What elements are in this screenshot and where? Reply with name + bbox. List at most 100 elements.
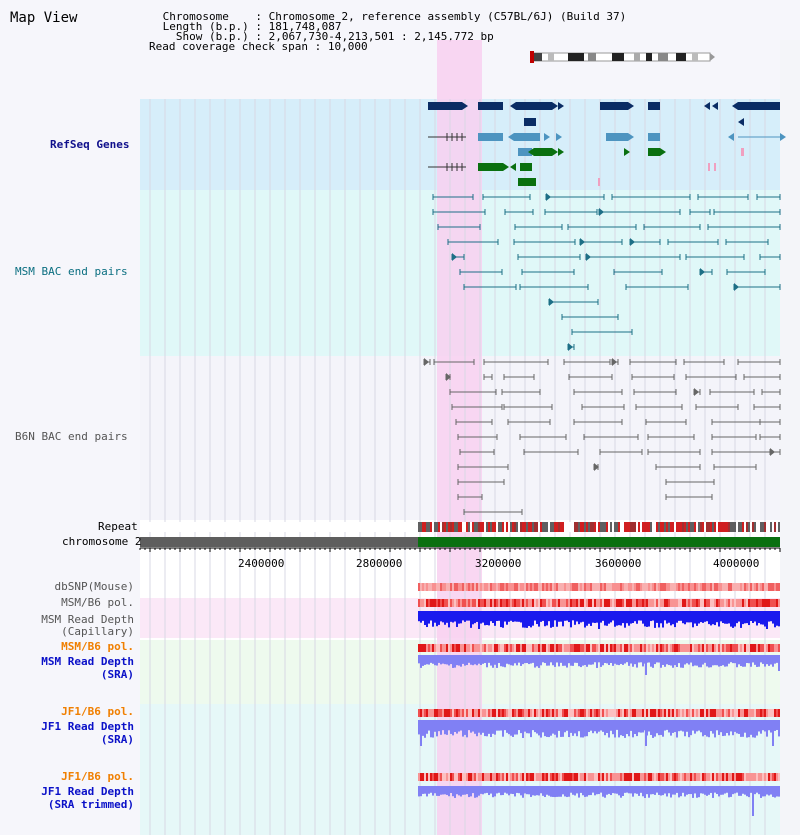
repeat-block [728, 522, 730, 532]
snp-cell [636, 583, 638, 591]
snp-cell [434, 599, 436, 607]
snp-cell [508, 644, 510, 652]
gene-block [516, 102, 552, 110]
snp-cell [592, 773, 594, 781]
depth-bar [568, 655, 570, 664]
depth-bar [684, 611, 686, 625]
depth-bar [456, 720, 458, 734]
repeat-block [552, 522, 554, 532]
depth-bar [680, 611, 682, 621]
depth-bar [444, 611, 446, 625]
depth-bar [462, 611, 464, 621]
depth-bar [562, 655, 564, 666]
snp-cell [446, 599, 448, 607]
repeat-block [646, 522, 648, 532]
track-label-refseq[interactable]: RefSeq Genes [50, 138, 130, 151]
depth-bar [534, 786, 536, 796]
depth-bar [758, 786, 760, 795]
depth-bar [710, 786, 712, 793]
snp-cell [678, 599, 680, 607]
depth-bar [576, 655, 578, 663]
depth-bar [618, 611, 620, 626]
depth-bar [622, 786, 624, 796]
snp-cell [694, 773, 696, 781]
repeat-block [698, 522, 700, 532]
depth-bar [452, 611, 454, 623]
track-label-msm-depth-sra-sub: (SRA) [100, 668, 134, 681]
depth-bar [650, 786, 652, 795]
snp-cell [760, 773, 762, 781]
snp-cell [676, 709, 678, 717]
depth-spike [420, 720, 422, 746]
snp-tracks [418, 583, 780, 781]
depth-bar [534, 655, 536, 668]
snp-cell [736, 599, 738, 607]
depth-bar [662, 611, 664, 628]
snp-cell [576, 583, 578, 591]
depth-bar [440, 655, 442, 665]
depth-bar [616, 655, 618, 665]
track-label-msm-bac[interactable]: MSM BAC end pairs [15, 265, 128, 278]
snp-cell [600, 599, 602, 607]
snp-cell [606, 709, 608, 717]
repeat-block [556, 522, 558, 532]
depth-bar [600, 720, 602, 731]
repeat-block [598, 522, 600, 532]
depth-bar [776, 720, 778, 730]
depth-bar [774, 655, 776, 664]
repeat-block [686, 522, 688, 532]
depth-bar [552, 655, 554, 666]
depth-bar [730, 611, 732, 627]
depth-bar [614, 655, 616, 664]
depth-bar [526, 720, 528, 734]
depth-bar [708, 611, 710, 625]
snp-cell [524, 773, 526, 781]
depth-bar [492, 611, 494, 624]
snp-cell [506, 773, 508, 781]
depth-bar [460, 655, 462, 667]
depth-bar [632, 786, 634, 797]
snp-cell [608, 709, 610, 717]
depth-bar [692, 786, 694, 798]
depth-bar [454, 655, 456, 668]
track-label-b6n-bac[interactable]: B6N BAC end pairs [15, 430, 128, 443]
depth-bar [626, 655, 628, 663]
snp-cell [748, 644, 750, 652]
snp-cell [502, 599, 504, 607]
depth-bar [718, 655, 720, 667]
depth-bar [486, 655, 488, 668]
depth-spike [645, 655, 647, 675]
snp-cell [760, 709, 762, 717]
depth-bar [652, 611, 654, 621]
depth-bar [660, 655, 662, 668]
snp-cell [712, 709, 714, 717]
repeat-block [770, 522, 772, 532]
depth-bar [648, 786, 650, 798]
depth-bar [678, 720, 680, 732]
snp-cell [578, 599, 580, 607]
depth-spike [645, 720, 647, 746]
depth-bar [648, 655, 650, 663]
depth-bar [604, 655, 606, 663]
depth-bar [592, 611, 594, 623]
depth-bar [504, 786, 506, 793]
snp-cell [568, 583, 570, 591]
depth-bar [594, 655, 596, 663]
snp-cell [696, 773, 698, 781]
depth-bar [758, 720, 760, 732]
snp-cell [586, 583, 588, 591]
depth-bar [754, 655, 756, 665]
depth-bar [518, 611, 520, 622]
depth-bar [624, 655, 626, 664]
chromosome-ideogram[interactable] [526, 50, 716, 66]
snp-cell [658, 644, 660, 652]
depth-bar [678, 655, 680, 664]
depth-bar [768, 720, 770, 731]
snp-cell [664, 583, 666, 591]
snp-cell [658, 599, 660, 607]
snp-cell [644, 773, 646, 781]
depth-bar [634, 720, 636, 735]
repeat-block [756, 522, 758, 532]
depth-bar [702, 786, 704, 794]
